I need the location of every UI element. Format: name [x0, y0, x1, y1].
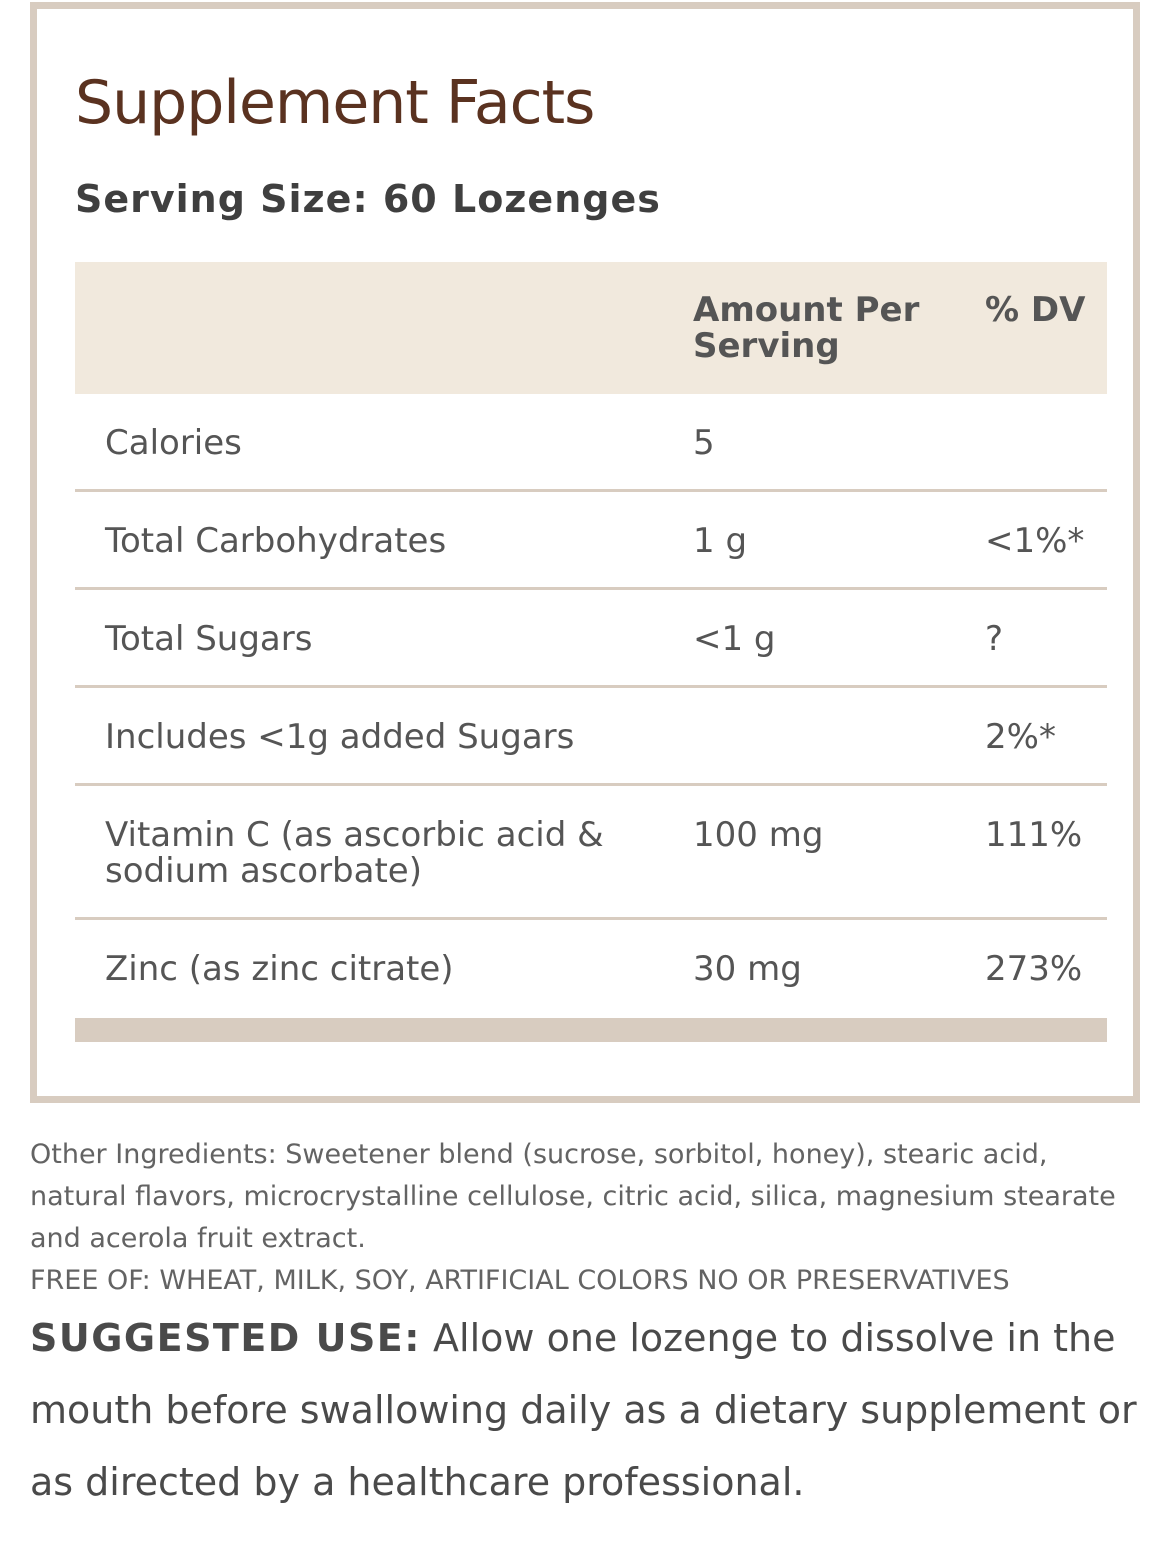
table-row: Vitamin C (as ascorbic acid & sodium asc… — [75, 786, 1107, 920]
nutrient-amount: 30 mg — [693, 949, 802, 989]
other-ingredients: Other Ingredients: Sweetener blend (sucr… — [30, 1139, 1116, 1254]
table-row: Total Carbohydrates 1 g <1%* — [75, 492, 1107, 590]
nutrient-name: Includes <1g added Sugars — [105, 717, 575, 757]
table-row: Total Sugars <1 g ? — [75, 590, 1107, 688]
nutrient-dv: 111% — [985, 815, 1083, 855]
header-percent-dv: % DV — [985, 290, 1086, 330]
facts-table: Amount Per Serving % DV Calories 5 Total… — [75, 262, 1107, 1042]
suggested-use-text: Allow one lozenge to dissolve in the mou… — [30, 1316, 1137, 1504]
table-row: Zinc (as zinc citrate) 30 mg 273% — [75, 920, 1107, 1018]
table-footer-bar — [75, 1018, 1107, 1042]
nutrient-dv: 273% — [985, 949, 1083, 989]
nutrient-amount: 100 mg — [693, 815, 824, 855]
nutrient-amount: <1 g — [693, 619, 776, 659]
nutrient-name: Total Carbohydrates — [105, 521, 447, 561]
serving-size: Serving Size: 60 Lozenges — [75, 177, 661, 221]
suggested-use: SUGGESTED USE: Allow one lozenge to diss… — [30, 1302, 1145, 1518]
nutrient-amount: 5 — [693, 423, 715, 463]
nutrient-name: Calories — [105, 423, 242, 463]
supplement-facts-panel: Supplement Facts Serving Size: 60 Lozeng… — [30, 2, 1140, 1103]
table-row: Includes <1g added Sugars 2%* — [75, 688, 1107, 786]
nutrient-name: Zinc (as zinc citrate) — [105, 949, 454, 989]
nutrient-dv: ? — [985, 619, 1004, 659]
facts-title: Supplement Facts — [75, 68, 595, 138]
table-row: Calories 5 — [75, 394, 1107, 492]
header-amount-per-serving: Amount Per Serving — [693, 290, 920, 366]
nutrient-name: Total Sugars — [105, 619, 313, 659]
free-of-statement: FREE OF: WHEAT, MILK, SOY, ARTIFICIAL CO… — [30, 1265, 1010, 1296]
nutrient-amount: 1 g — [693, 521, 748, 561]
nutrient-dv: <1%* — [985, 521, 1085, 561]
nutrient-dv: 2%* — [985, 717, 1056, 757]
suggested-use-label: SUGGESTED USE: — [30, 1316, 421, 1360]
table-header: Amount Per Serving % DV — [75, 262, 1107, 394]
nutrient-name: Vitamin C (as ascorbic acid & sodium asc… — [105, 815, 604, 891]
